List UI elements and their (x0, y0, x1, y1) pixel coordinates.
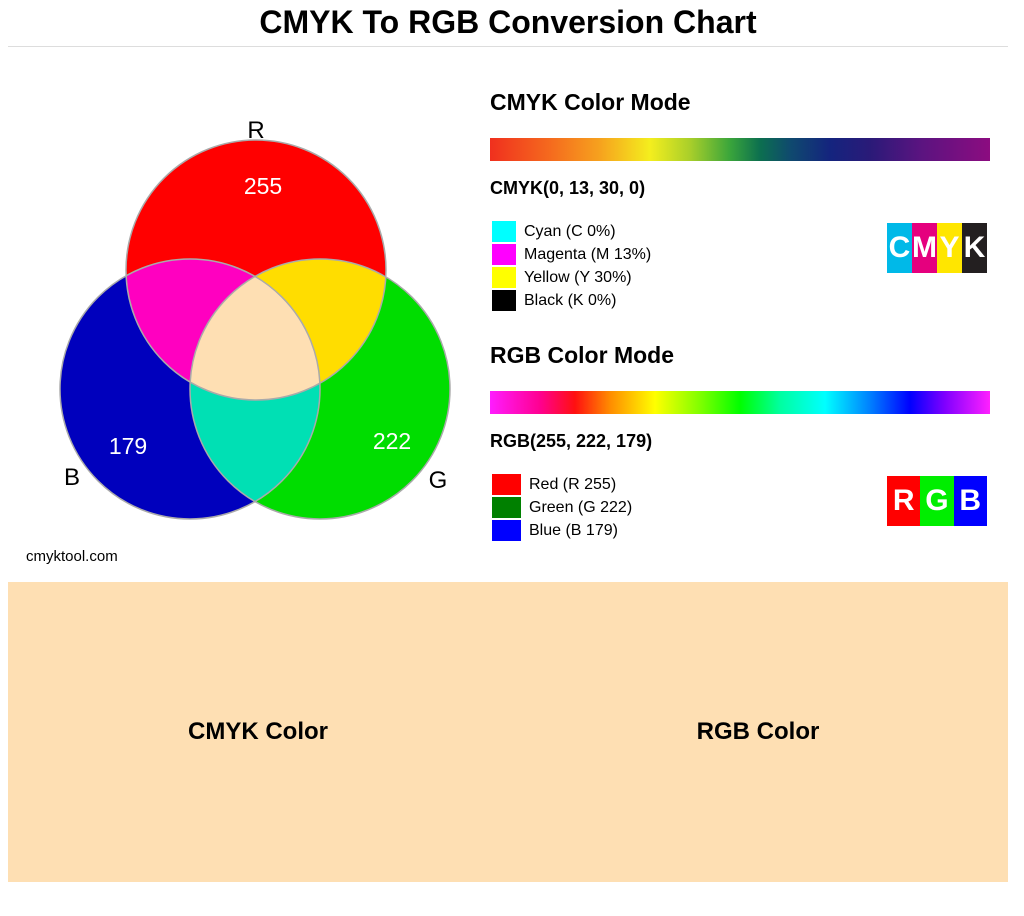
rgb-swatch: RGB Color (508, 582, 1008, 882)
venn-outlines (59, 139, 451, 520)
logo-letter: C (887, 223, 912, 273)
venn-value: 255 (244, 173, 282, 199)
section-title: CMYK Color Mode (490, 89, 691, 115)
legend-swatch (492, 221, 516, 242)
logo-letter: R (887, 476, 921, 526)
legend-swatch (492, 267, 516, 288)
legend-text: Red (R 255) (529, 475, 617, 493)
legend-swatch (492, 497, 521, 518)
legend-swatch (492, 244, 516, 265)
logo-letter: Y (937, 223, 962, 273)
legend-item: Black (K 0%) (492, 290, 616, 311)
rgb-gradient (490, 391, 990, 414)
legend-item: Magenta (M 13%) (492, 244, 651, 265)
venn-value: 222 (373, 428, 411, 454)
venn-label: R (247, 117, 264, 144)
divider (8, 46, 1008, 47)
legend-item: Green (G 222) (492, 497, 632, 518)
legend-text: Green (G 222) (529, 498, 633, 516)
legend-swatch (492, 520, 521, 541)
legend-item: Red (R 255) (492, 474, 616, 495)
legend-item: Blue (B 179) (492, 520, 618, 541)
venn-label: B (64, 464, 80, 491)
logo-letter: K (962, 223, 987, 273)
logo-letter: G (920, 476, 954, 526)
venn-diagram: R B G 255 179 222 (59, 117, 451, 520)
legend-item: Yellow (Y 30%) (492, 267, 632, 288)
cmyk-swatch: CMYK Color (8, 582, 508, 882)
legend-swatch (492, 290, 516, 311)
cmyk-gradient (490, 138, 990, 161)
legend-text: Yellow (Y 30%) (524, 268, 632, 286)
source-link[interactable]: cmyktool.com (26, 548, 118, 565)
cmyk-formula: CMYK(0, 13, 30, 0) (490, 178, 646, 198)
center-overlap (190, 259, 320, 400)
logo-letter: M (912, 223, 937, 273)
legend-text: Magenta (M 13%) (524, 245, 652, 263)
legend-swatch (492, 474, 521, 495)
legend-item: Cyan (C 0%) (492, 221, 616, 242)
section-title: RGB Color Mode (490, 342, 674, 368)
venn-label: G (429, 467, 448, 494)
legend-text: Black (K 0%) (524, 291, 617, 309)
page-title: CMYK To RGB Conversion Chart (259, 4, 757, 40)
venn-value: 179 (109, 433, 147, 459)
legend-text: Blue (B 179) (529, 521, 618, 539)
logo-letter: B (953, 476, 987, 526)
rgb-formula: RGB(255, 222, 179) (490, 431, 653, 451)
legend-text: Cyan (C 0%) (524, 222, 616, 240)
